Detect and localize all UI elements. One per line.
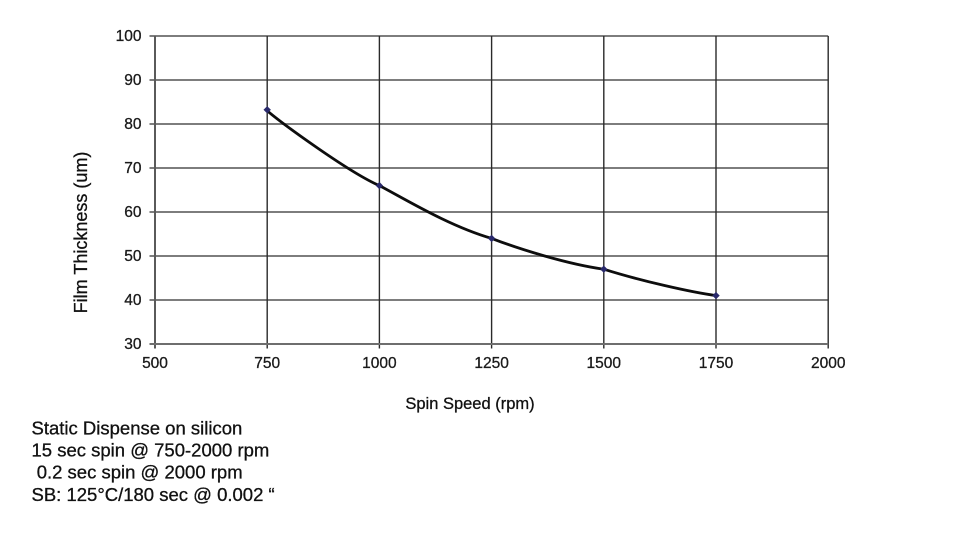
- svg-text:1750: 1750: [699, 355, 734, 372]
- svg-text:15 sec spin @ 750-2000 rpm: 15 sec spin @ 750-2000 rpm: [32, 440, 270, 461]
- svg-text:Static Dispense on silicon: Static Dispense on silicon: [32, 418, 243, 439]
- svg-text:1000: 1000: [362, 355, 397, 372]
- svg-text:60: 60: [124, 204, 142, 221]
- svg-text:90: 90: [124, 72, 142, 89]
- svg-text:100: 100: [116, 28, 142, 45]
- svg-text:750: 750: [254, 355, 280, 372]
- svg-text:0.2 sec spin @ 2000 rpm: 0.2 sec spin @ 2000 rpm: [37, 462, 243, 483]
- svg-text:1500: 1500: [587, 355, 622, 372]
- svg-text:50: 50: [124, 248, 142, 265]
- svg-text:30: 30: [124, 336, 142, 353]
- svg-text:40: 40: [124, 292, 142, 309]
- svg-text:Spin Speed (rpm): Spin Speed (rpm): [405, 395, 534, 413]
- svg-text:2000: 2000: [811, 355, 846, 372]
- svg-text:500: 500: [142, 355, 168, 372]
- svg-text:80: 80: [124, 116, 142, 133]
- svg-text:Film Thickness (um): Film Thickness (um): [71, 152, 91, 314]
- svg-text:SB: 125°C/180 sec @ 0.002 “: SB: 125°C/180 sec @ 0.002 “: [32, 484, 275, 505]
- svg-text:70: 70: [124, 160, 142, 177]
- svg-text:1250: 1250: [474, 355, 509, 372]
